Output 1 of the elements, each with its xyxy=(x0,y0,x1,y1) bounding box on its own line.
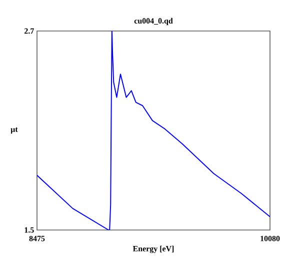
line-series xyxy=(37,30,270,230)
